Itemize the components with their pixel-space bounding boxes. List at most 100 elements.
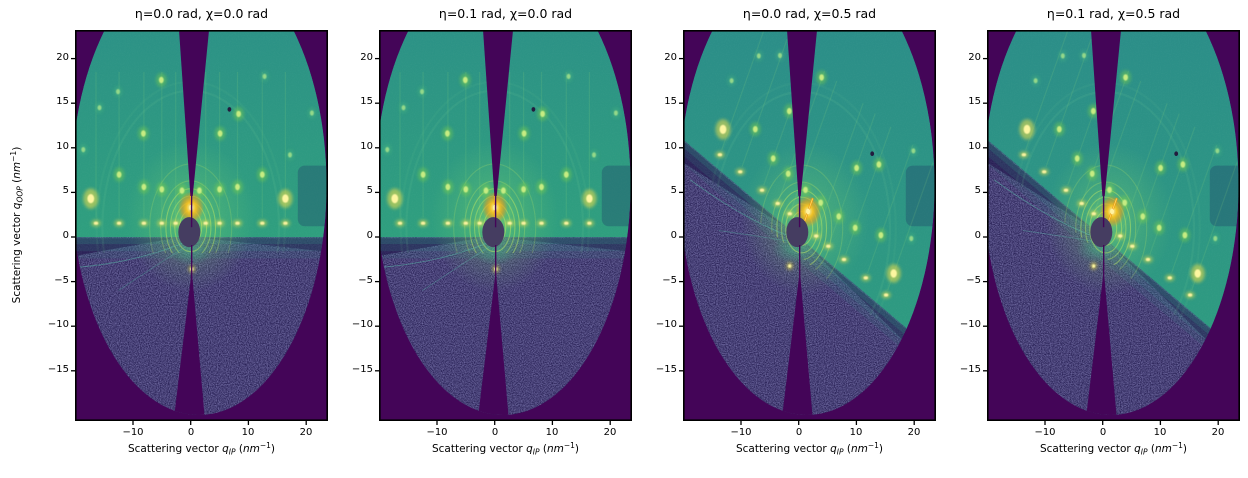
y-tick-label: −10 <box>47 319 69 330</box>
x-tick-label: 20 <box>603 427 617 438</box>
detector-image <box>379 30 632 421</box>
panel-title: η=0.0 rad, χ=0.0 rad <box>134 6 269 21</box>
x-tick-label: 0 <box>491 427 499 438</box>
panel-title: η=0.1 rad, χ=0.5 rad <box>1046 6 1181 21</box>
beamstop <box>178 217 201 248</box>
axes-frame <box>987 30 1240 421</box>
x-tick-label: 20 <box>907 427 921 438</box>
y-tick-label: 20 <box>664 52 677 63</box>
bragg-spot <box>939 212 948 223</box>
y-tick-label: 15 <box>360 96 373 107</box>
detector-module-shadow <box>297 165 327 227</box>
detector-image-panel-1 <box>375 30 632 425</box>
y-tick-label: 20 <box>968 52 981 63</box>
x-tick-label: 0 <box>187 427 195 438</box>
detector-gap-bottom <box>173 277 206 415</box>
y-tick-label: 10 <box>360 141 373 152</box>
x-axis-label: Scattering vector qIP (nm−1) <box>735 441 884 457</box>
detector-module-shadow <box>1209 165 1239 227</box>
x-axis-label: Scattering vector qIP (nm−1) <box>1039 441 1188 457</box>
y-tick-label: −15 <box>959 364 981 375</box>
y-tick-label: 20 <box>360 52 373 63</box>
x-tick-label: −10 <box>122 427 144 438</box>
stray-scattering-line <box>77 241 187 268</box>
y-tick-label: −5 <box>54 275 69 286</box>
beamstop <box>786 217 809 248</box>
y-tick-label: 10 <box>56 141 69 152</box>
y-tick-label: 15 <box>968 96 981 107</box>
detector-image-panel-2 <box>679 30 936 425</box>
y-tick-label: 15 <box>56 96 69 107</box>
y-tick-label: −10 <box>655 319 677 330</box>
subplot-panel-1: η=0.1 rad, χ=0.0 rad −10 0 10 20 20 15 10 5 0 −5 −1… <box>352 0 632 478</box>
x-tick-label: 0 <box>795 427 803 438</box>
stray-scattering-line <box>718 230 793 243</box>
y-tick-label: 0 <box>974 230 981 241</box>
stray-scattering-line <box>993 179 1098 239</box>
stray-scattering-line <box>118 245 187 291</box>
y-axis-label: Scattering vector qOOP (nm−1) <box>9 146 25 304</box>
y-tick-label: −15 <box>351 364 373 375</box>
x-tick-label: 10 <box>1153 427 1167 438</box>
subplot-panel-2: η=0.0 rad, χ=0.5 rad −10 0 10 20 20 15 10 5 0 −5 −1… <box>656 0 936 478</box>
y-tick-label: −5 <box>966 275 981 286</box>
y-tick-label: 0 <box>670 230 677 241</box>
x-tick-label: 10 <box>849 427 863 438</box>
beamstop <box>1090 217 1113 248</box>
dead-pixel <box>531 107 536 112</box>
y-tick-label: 0 <box>366 230 373 241</box>
axes-frame <box>379 30 632 421</box>
x-tick-label: 10 <box>545 427 559 438</box>
y-tick-label: −15 <box>47 364 69 375</box>
detector-gap-top <box>482 30 514 196</box>
stray-scattering-line <box>1022 230 1097 243</box>
detector-image-panel-0 <box>71 30 328 425</box>
detector-gap-bottom <box>477 277 510 415</box>
x-tick-label: −10 <box>730 427 752 438</box>
subplot-panel-3: η=0.1 rad, χ=0.5 rad −10 0 10 20 20 15 10 5 0 −5 −1… <box>960 0 1240 478</box>
panel-title: η=0.0 rad, χ=0.5 rad <box>742 6 877 21</box>
stray-scattering-line <box>381 241 491 268</box>
x-tick-label: 10 <box>241 427 255 438</box>
beamstop <box>482 217 505 248</box>
detector-module-shadow <box>601 165 631 227</box>
y-tick-label: 0 <box>62 230 69 241</box>
x-tick-label: −10 <box>426 427 448 438</box>
y-tick-label: −5 <box>662 275 677 286</box>
y-tick-label: 5 <box>974 185 981 196</box>
dead-pixel <box>1174 151 1179 156</box>
x-tick-label: 20 <box>299 427 313 438</box>
detector-gap-bottom <box>1085 277 1118 415</box>
x-axis-label: Scattering vector qIP (nm−1) <box>431 441 580 457</box>
stray-scattering-line <box>689 179 794 239</box>
x-tick-label: 20 <box>1211 427 1225 438</box>
stray-scattering-line <box>422 245 491 291</box>
detector-gap-top <box>1090 30 1122 196</box>
y-tick-label: 5 <box>62 185 69 196</box>
detector-image <box>683 30 948 421</box>
x-axis-label: Scattering vector qIP (nm−1) <box>127 441 276 457</box>
y-tick-label: −10 <box>351 319 373 330</box>
dead-pixel <box>227 107 232 112</box>
y-tick-label: 20 <box>56 52 69 63</box>
detector-module-shadow <box>905 165 935 227</box>
y-tick-label: 5 <box>366 185 373 196</box>
axes-frame <box>75 30 328 421</box>
y-tick-label: −15 <box>655 364 677 375</box>
y-tick-label: 10 <box>968 141 981 152</box>
y-tick-label: −10 <box>959 319 981 330</box>
subplot-panel-0: η=0.0 rad, χ=0.0 rad −10 0 10 20 20 15 10 5 0 −5 −1… <box>48 0 328 478</box>
x-tick-label: 0 <box>1099 427 1107 438</box>
detector-image-panel-3 <box>983 30 1240 425</box>
x-tick-label: −10 <box>1034 427 1056 438</box>
y-tick-label: 15 <box>664 96 677 107</box>
bragg-spot <box>1243 212 1248 223</box>
y-tick-label: 10 <box>664 141 677 152</box>
dead-pixel <box>870 151 875 156</box>
detector-gap-bottom <box>781 277 814 415</box>
detector-image <box>75 30 328 421</box>
y-tick-label: −5 <box>358 275 373 286</box>
panel-title: η=0.1 rad, χ=0.0 rad <box>438 6 573 21</box>
y-tick-label: 5 <box>670 185 677 196</box>
